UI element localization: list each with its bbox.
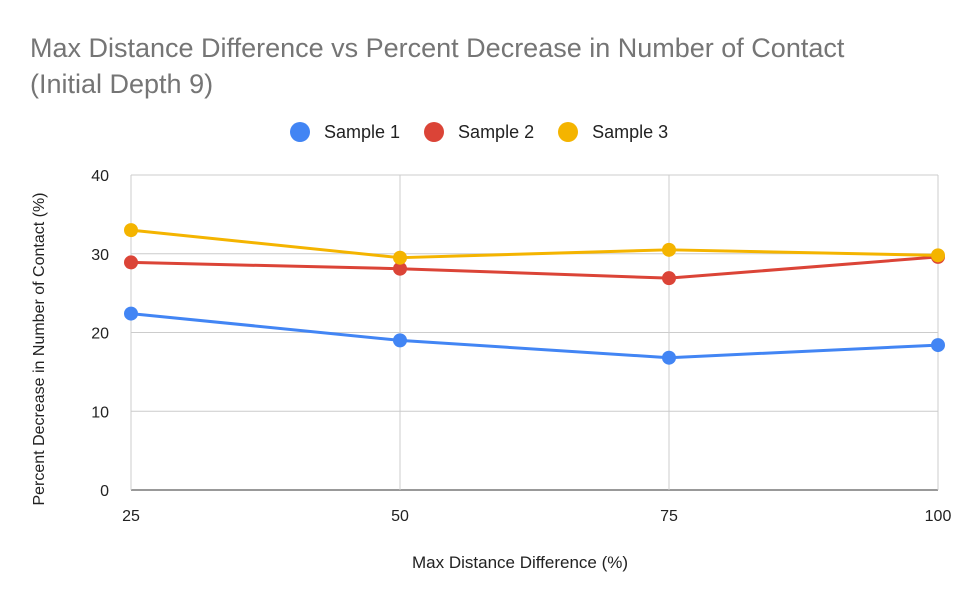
y-axis-label: Percent Decrease in Number of Contact (%…: [31, 192, 48, 506]
x-tick-label: 75: [660, 508, 678, 525]
chart-title-line-2: (Initial Depth 9): [30, 69, 214, 99]
data-point-sample-3: [124, 223, 138, 238]
y-tick-label: 40: [91, 168, 109, 185]
data-point-sample-3: [931, 248, 945, 263]
legend-item-sample-2[interactable]: Sample 2: [424, 122, 534, 143]
legend-marker-sample-2: [424, 122, 445, 142]
y-tick-label: 30: [91, 247, 109, 264]
legend-label-sample-2: Sample 2: [458, 121, 535, 142]
series-line-sample-3: [130, 228, 939, 260]
data-point-sample-1: [662, 350, 676, 365]
series-line-sample-2: [130, 255, 939, 280]
series-line-sample-1: [130, 312, 939, 360]
data-point-sample-1: [393, 333, 407, 348]
x-tick-label: 50: [391, 508, 409, 525]
legend-item-sample-3[interactable]: Sample 3: [558, 122, 668, 143]
data-point-sample-2: [662, 271, 676, 286]
y-tick-label: 20: [91, 326, 109, 343]
data-point-sample-2: [124, 255, 138, 270]
legend-label-sample-3: Sample 3: [592, 121, 669, 142]
y-tick-label: 0: [100, 483, 109, 500]
chart-title: Max Distance Difference vs Percent Decre…: [30, 30, 960, 102]
legend-marker-sample-3: [558, 122, 579, 142]
data-point-sample-3: [662, 242, 676, 257]
x-tick-label: 25: [122, 508, 140, 525]
legend-item-sample-1[interactable]: Sample 1: [290, 122, 400, 143]
chart-title-line-1: Max Distance Difference vs Percent Decre…: [30, 33, 845, 63]
legend-marker-sample-1: [290, 122, 310, 142]
data-point-sample-3: [393, 250, 407, 265]
y-tick-label: 10: [91, 404, 109, 421]
x-axis-label: Max Distance Difference (%): [412, 553, 629, 572]
legend: Sample 1 Sample 2 Sample 3: [290, 118, 668, 146]
data-point-sample-1: [931, 338, 945, 353]
x-tick-label: 100: [925, 508, 952, 525]
data-point-sample-2: [393, 261, 407, 276]
data-point-sample-1: [124, 306, 138, 321]
legend-label-sample-1: Sample 1: [324, 121, 401, 142]
